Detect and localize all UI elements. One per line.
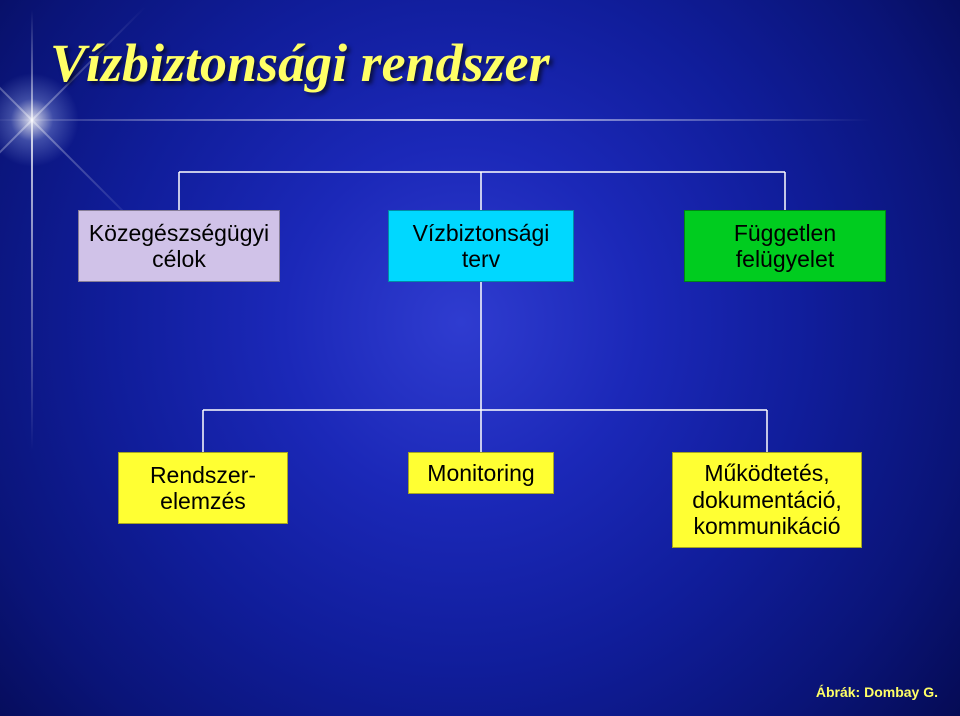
- credit-text: Ábrák: Dombay G.: [816, 684, 938, 700]
- connector-lines: [0, 0, 960, 716]
- slide: Vízbiztonsági rendszer Ábrák: Dombay G. …: [0, 0, 960, 716]
- slide-title: Vízbiztonsági rendszer: [50, 32, 550, 94]
- box-operation: Működtetés, dokumentáció, kommunikáció: [672, 452, 862, 548]
- box-system-analysis: Rendszer- elemzés: [118, 452, 288, 524]
- box-health-goals: Közegészségügyi célok: [78, 210, 280, 282]
- box-independent: Független felügyelet: [684, 210, 886, 282]
- box-monitoring: Monitoring: [408, 452, 554, 494]
- box-safety-plan: Vízbiztonsági terv: [388, 210, 574, 282]
